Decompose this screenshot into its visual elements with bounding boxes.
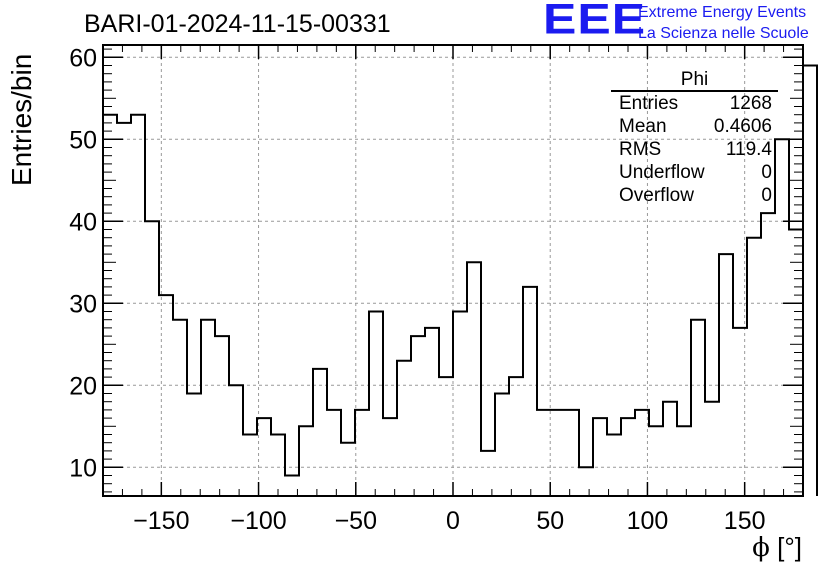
stats-row: Underflow 0 bbox=[611, 161, 778, 184]
stats-key: RMS bbox=[619, 139, 662, 160]
x-tick-label: −150 bbox=[133, 507, 189, 535]
stats-value: 119.4 bbox=[725, 139, 772, 160]
eee-logo-mark: EEE bbox=[543, 0, 647, 44]
chart-title: BARI-01-2024-11-15-00331 bbox=[84, 10, 391, 38]
y-tick-label: 10 bbox=[69, 454, 97, 482]
stats-key: Overflow bbox=[619, 185, 694, 206]
x-axis-label: ϕ [°] bbox=[752, 532, 802, 563]
histogram-line bbox=[103, 64, 818, 496]
stats-row: Mean 0.4606 bbox=[611, 115, 778, 138]
x-tick-label: 50 bbox=[536, 507, 564, 535]
stats-value: 0.4606 bbox=[713, 116, 772, 137]
stats-row: RMS 119.4 bbox=[611, 138, 778, 161]
stats-title: Phi bbox=[611, 70, 778, 92]
stats-value: 0 bbox=[761, 162, 772, 183]
stats-box: Phi Entries 1268 Mean 0.4606 RMS 119.4 U… bbox=[611, 70, 778, 207]
stats-key: Underflow bbox=[619, 162, 705, 183]
y-tick-label: 40 bbox=[69, 208, 97, 236]
stats-value: 1268 bbox=[729, 93, 772, 114]
stats-key: Entries bbox=[619, 93, 679, 114]
x-tick-label: 0 bbox=[446, 507, 460, 535]
y-tick-label: 30 bbox=[69, 290, 97, 318]
y-tick-label: 60 bbox=[69, 44, 97, 72]
logo-line-1: Extreme Energy Events bbox=[638, 4, 807, 21]
x-tick-label: 100 bbox=[627, 507, 669, 535]
logo-line-2: La Scienza nelle Scuole bbox=[638, 25, 809, 42]
x-tick-label: 150 bbox=[724, 507, 766, 535]
stats-value: 0 bbox=[761, 185, 772, 206]
axis-ticks bbox=[103, 45, 803, 496]
y-axis-label: Entries/bin bbox=[6, 53, 37, 186]
y-tick-label: 20 bbox=[69, 372, 97, 400]
y-tick-label: 50 bbox=[69, 126, 97, 154]
tick-labels: −150 −100 −50 0 50 100 150 10 20 30 40 50 60 bbox=[69, 44, 765, 535]
x-axis-symbol: ϕ bbox=[752, 533, 770, 563]
stats-row: Entries 1268 bbox=[611, 92, 778, 115]
plot-frame bbox=[102, 44, 804, 497]
stats-key: Mean bbox=[619, 116, 667, 137]
x-tick-label: −100 bbox=[230, 507, 286, 535]
x-axis-unit: [°] bbox=[777, 532, 802, 562]
logo-text: Extreme Energy Events La Scienza nelle S… bbox=[638, 2, 809, 44]
stats-row: Overflow 0 bbox=[611, 184, 778, 207]
x-tick-label: −50 bbox=[335, 507, 377, 535]
